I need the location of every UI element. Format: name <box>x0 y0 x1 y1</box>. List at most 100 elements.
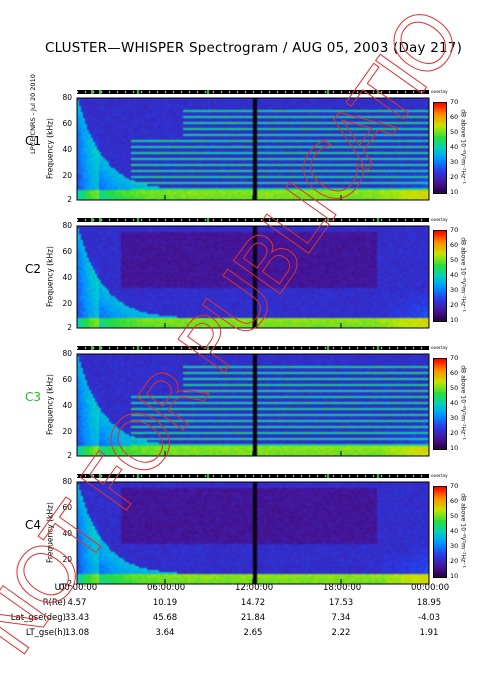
colorbar-tick-label: 20 <box>450 429 459 437</box>
y-tick-label: 80 <box>62 93 72 102</box>
y-tick-label: 80 <box>62 477 72 486</box>
spectrogram-c4 <box>77 482 429 584</box>
spectrogram-c1 <box>77 98 429 200</box>
y-tick-label: 20 <box>62 555 72 565</box>
ephemeris-row-label: UT <box>54 583 66 593</box>
ephemeris-value: 33.43 <box>64 613 90 623</box>
y-tick-label: 20 <box>62 427 72 437</box>
colorbar-c1 <box>433 102 447 194</box>
colorbar-tick-label: 10 <box>450 444 459 452</box>
y-tick-label: 2 <box>67 195 72 204</box>
y-tick-label: 20 <box>62 171 72 181</box>
colorbar-unit-label: dB above 10⁻⁸V²m⁻²Hz⁻¹ <box>459 237 467 312</box>
ephemeris-value: 21.84 <box>240 613 266 623</box>
colorbar-top-label: overlay <box>431 90 448 95</box>
ephemeris-value: 2.22 <box>331 628 351 638</box>
colorbar-unit-label: dB above 10⁻⁸V²m⁻²Hz⁻¹ <box>459 493 467 568</box>
colorbar-c3 <box>433 358 447 450</box>
y-tick-label: 60 <box>62 247 72 257</box>
colorbar-tick-label: 10 <box>450 316 459 324</box>
axis-frame-c1 <box>76 97 430 201</box>
colorbar-top-label: overlay <box>431 218 448 223</box>
y-tick-label: 40 <box>62 401 72 411</box>
y-tick-label: 20 <box>62 299 72 309</box>
ephemeris-value: -4.03 <box>418 613 440 623</box>
ephemeris-value: 7.34 <box>331 613 351 623</box>
ephemeris-value: 10.19 <box>152 598 178 608</box>
y-tick-label: 40 <box>62 145 72 155</box>
colorbar-tick-label: 70 <box>450 226 459 234</box>
colorbar-unit-label: dB above 10⁻⁸V²m⁻²Hz⁻¹ <box>459 365 467 440</box>
y-tick-label: 60 <box>62 503 72 513</box>
spectrogram-c3 <box>77 354 429 456</box>
ephemeris-value: 13.08 <box>64 628 90 638</box>
chart-title: CLUSTER—WHISPER Spectrogram / AUG 05, 20… <box>45 40 463 56</box>
colorbar-tick-label: 20 <box>450 557 459 565</box>
y-axis-label: Frequency (kHz) <box>45 502 55 563</box>
colorbar-tick-label: 30 <box>450 414 459 422</box>
y-tick-label: 60 <box>62 119 72 129</box>
y-axis-label: Frequency (kHz) <box>45 374 55 435</box>
ephemeris-value: 12:00:00 <box>235 583 274 593</box>
ephemeris-value: 14.72 <box>240 598 266 608</box>
colorbar-unit-label: dB above 10⁻⁸V²m⁻²Hz⁻¹ <box>459 109 467 184</box>
ephemeris-value: 4.57 <box>67 598 87 608</box>
colorbar-tick-label: 30 <box>450 542 459 550</box>
colorbar-tick-label: 30 <box>450 286 459 294</box>
colorbar-c4 <box>433 486 447 578</box>
axis-frame-c4 <box>76 481 430 585</box>
colorbar-tick-label: 20 <box>450 301 459 309</box>
axis-frame-c3 <box>76 353 430 457</box>
colorbar-tick-label: 50 <box>450 256 459 264</box>
y-axis-label: Frequency (kHz) <box>45 118 55 179</box>
colorbar-tick-label: 70 <box>450 482 459 490</box>
ephemeris-value: 45.68 <box>152 613 178 623</box>
colorbar-tick-label: 50 <box>450 384 459 392</box>
ephemeris-value: 00:00:00 <box>59 583 98 593</box>
status-bar-c1 <box>77 90 429 94</box>
colorbar-tick-label: 60 <box>450 369 459 377</box>
colorbar-tick-label: 40 <box>450 399 459 407</box>
ephemeris-value: 3.64 <box>155 628 175 638</box>
colorbar-tick-label: 10 <box>450 188 459 196</box>
colorbar-tick-label: 20 <box>450 173 459 181</box>
y-tick-label: 40 <box>62 529 72 539</box>
y-tick-label: 60 <box>62 375 72 385</box>
colorbar-top-label: overlay <box>431 346 448 351</box>
side-credit-text: LPCE/CNRS - Jul 20 2010 <box>29 74 37 154</box>
ephemeris-value: 06:00:00 <box>147 583 186 593</box>
colorbar-tick-label: 70 <box>450 354 459 362</box>
colorbar-tick-label: 40 <box>450 271 459 279</box>
axis-frame-c2 <box>76 225 430 329</box>
ephemeris-row-label: LT_gse(h) <box>25 628 66 638</box>
ephemeris-value: 17.53 <box>328 598 354 608</box>
y-tick-label: 2 <box>67 579 72 588</box>
colorbar-tick-label: 60 <box>450 241 459 249</box>
spectrogram-c2 <box>77 226 429 328</box>
ephemeris-value: 1.91 <box>419 628 439 638</box>
status-bar-c3 <box>77 346 429 350</box>
colorbar-tick-label: 40 <box>450 143 459 151</box>
colorbar-tick-label: 70 <box>450 98 459 106</box>
panel-label-c2: C2 <box>25 262 42 276</box>
y-tick-label: 2 <box>67 451 72 460</box>
colorbar-tick-label: 40 <box>450 527 459 535</box>
panel-label-c1: C1 <box>25 134 42 148</box>
y-tick-label: 40 <box>62 273 72 283</box>
y-tick-label: 80 <box>62 221 72 230</box>
ephemeris-value: 18:00:00 <box>323 583 362 593</box>
status-bar-c2 <box>77 218 429 222</box>
colorbar-tick-label: 50 <box>450 128 459 136</box>
ephemeris-value: 2.65 <box>243 628 263 638</box>
colorbar-top-label: overlay <box>431 474 448 479</box>
status-bar-c4 <box>77 474 429 478</box>
panel-label-c4: C4 <box>25 518 42 532</box>
ephemeris-row-label: Lat_gse(deg) <box>10 613 66 623</box>
colorbar-tick-label: 60 <box>450 113 459 121</box>
ephemeris-value: 00:00:00 <box>411 583 450 593</box>
colorbar-tick-label: 30 <box>450 158 459 166</box>
colorbar-tick-label: 10 <box>450 572 459 580</box>
y-tick-label: 2 <box>67 323 72 332</box>
ephemeris-value: 18.95 <box>416 598 442 608</box>
panel-label-c3: C3 <box>25 390 42 404</box>
